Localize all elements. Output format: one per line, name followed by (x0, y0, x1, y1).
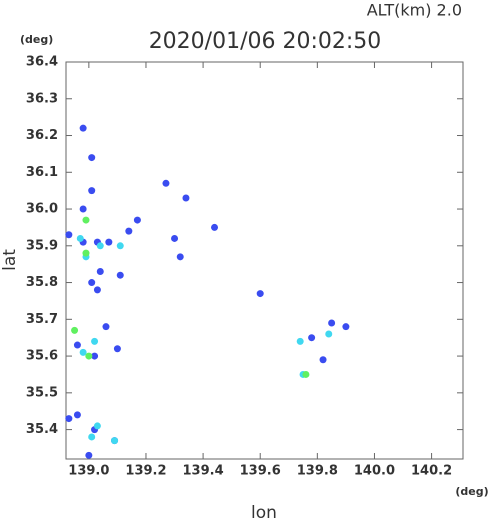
echo-point (182, 194, 190, 202)
x-tick-label: 139.0 (68, 464, 109, 479)
echo-point (308, 334, 316, 342)
echo-point (96, 242, 104, 250)
echo-point (105, 238, 113, 246)
y-tick-label: 35.8 (26, 275, 58, 290)
echo-point (176, 253, 184, 261)
echo-point (82, 216, 90, 224)
y-tick-label: 36.3 (26, 91, 58, 106)
y-tick-label: 36.0 (26, 202, 58, 217)
echo-point (88, 433, 96, 441)
echo-point (162, 179, 170, 187)
echo-point (73, 341, 81, 349)
x-tick-label: 139.6 (240, 464, 281, 479)
echo-point (171, 234, 179, 242)
echo-point (111, 437, 119, 445)
x-unit: (deg) (455, 485, 488, 498)
echo-point (65, 231, 73, 239)
echo-point (113, 345, 121, 353)
echo-point (325, 330, 333, 338)
y-unit: (deg) (20, 33, 53, 46)
echo-point (211, 223, 219, 231)
y-axis-label: lat (0, 249, 20, 271)
chart-title: 2020/01/06 20:02:50 (149, 29, 382, 54)
echo-point (116, 271, 124, 279)
echo-point (71, 326, 79, 334)
x-tick-label: 140.0 (354, 464, 395, 479)
echo-point (328, 319, 336, 327)
x-tick-label: 139.8 (297, 464, 338, 479)
y-tick-label: 36.1 (26, 165, 58, 180)
x-tick-label: 139.2 (125, 464, 166, 479)
plot-frame (65, 61, 464, 460)
echo-point (319, 356, 327, 364)
y-tick-label: 36.2 (26, 128, 58, 143)
echo-point (91, 337, 99, 345)
echo-point (73, 411, 81, 419)
echo-point (88, 187, 96, 195)
y-tick-label: 35.6 (26, 349, 58, 364)
echo-point (125, 227, 133, 235)
echo-point (93, 422, 101, 430)
x-tick-label: 140.2 (411, 464, 452, 479)
echo-point (296, 337, 304, 345)
y-tick-label: 35.4 (26, 422, 58, 437)
y-tick-label: 36.4 (26, 55, 58, 70)
echo-point (82, 249, 90, 257)
echo-point (256, 290, 264, 298)
echo-point (76, 234, 84, 242)
echo-point (93, 286, 101, 294)
y-tick-label: 35.7 (26, 312, 58, 327)
echo-point (85, 352, 93, 360)
echo-point (116, 242, 124, 250)
echo-point (302, 370, 310, 378)
echo-point (65, 415, 73, 423)
echo-point (85, 451, 93, 459)
echo-point (79, 205, 87, 213)
echo-point (133, 216, 141, 224)
y-tick-label: 35.5 (26, 385, 58, 400)
echo-point (88, 279, 96, 287)
echo-point (91, 352, 99, 360)
altitude-label: ALT(km) 2.0 (367, 1, 462, 20)
echo-point (79, 348, 87, 356)
echo-point (342, 323, 350, 331)
echo-point (88, 154, 96, 162)
x-tick-label: 139.4 (183, 464, 224, 479)
echo-point (79, 124, 87, 132)
y-tick-label: 35.9 (26, 238, 58, 253)
echo-point (102, 323, 110, 331)
x-axis-label: lon (251, 503, 277, 521)
echo-point (96, 268, 104, 276)
